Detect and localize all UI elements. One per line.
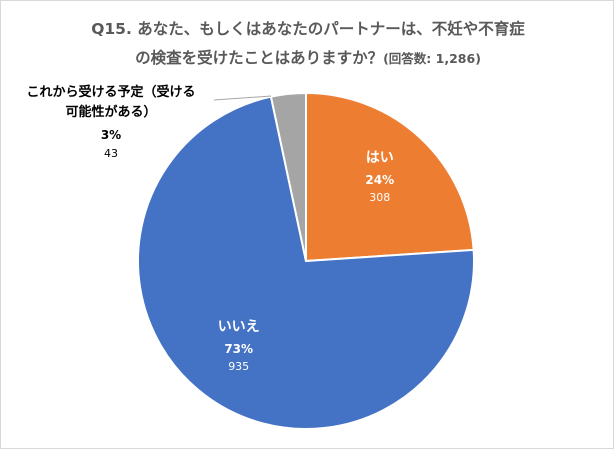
slice-yes — [305, 91, 475, 263]
chart-title-line1: Q15. あなた、もしくはあなたのパートナーは、不妊や不育症 — [91, 20, 525, 38]
pie-slices — [137, 91, 475, 430]
slice-planned — [269, 91, 307, 262]
chart-title: Q15. あなた、もしくはあなたのパートナーは、不妊や不育症 の検査を受けたこと… — [21, 15, 595, 73]
chart-title-line2: の検査を受けたことはありますか？(回答数: 1,286) — [21, 44, 595, 73]
slice-percent-no: 73% — [224, 342, 253, 356]
chart-title-count: (回答数: 1,286) — [383, 51, 481, 66]
slice-label-no: いいえ — [218, 319, 260, 335]
slice-percent-yes: 24% — [365, 173, 394, 187]
slice-label-planned-line1: これから受ける予定（受ける — [26, 84, 195, 100]
slice-label-yes: はい — [366, 150, 394, 166]
chart-title-line2-text: の検査を受けたことはありますか？ — [135, 49, 384, 67]
slice-count-yes: 308 — [369, 191, 390, 204]
slice-no — [137, 95, 475, 430]
slice-percent-planned: 3% — [101, 128, 121, 142]
slice-count-planned: 43 — [104, 147, 118, 160]
slice-count-no: 935 — [228, 360, 249, 373]
outside-label-leader-line — [213, 95, 272, 101]
slice-label-planned-line2: 可能性がある） — [65, 104, 156, 120]
